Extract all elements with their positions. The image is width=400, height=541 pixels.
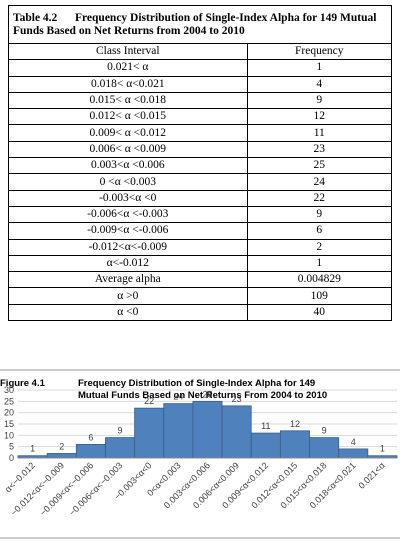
bar — [221, 405, 252, 459]
data-label: 12 — [290, 419, 300, 429]
table-cell: 6 — [246, 222, 393, 240]
table-cell: 2 — [246, 238, 393, 256]
table-row: 0.012< α <0.015 12 — [8, 108, 393, 126]
table-cell: 0.004829 — [246, 271, 393, 289]
bar — [75, 444, 106, 459]
table-cell: 0.012< α <0.015 — [8, 108, 248, 126]
bar — [163, 403, 194, 459]
table-cell: 0.006< α <0.009 — [8, 140, 248, 159]
table-row: 0.006< α <0.009 23 — [8, 140, 393, 159]
data-label: 6 — [88, 432, 93, 442]
table-cell: α <0 — [8, 303, 248, 322]
x-tick-label: −0.009<α<−0.006 — [38, 460, 95, 517]
bar — [134, 407, 165, 459]
y-tick-label: 5 — [9, 442, 14, 452]
data-label: 11 — [261, 421, 270, 431]
bar — [192, 400, 223, 459]
x-tick-label: −0.006<α<−0.003 — [67, 460, 124, 517]
table-cell: 12 — [246, 108, 393, 126]
data-label: 23 — [232, 394, 242, 404]
data-label: 25 — [202, 389, 212, 399]
y-tick-label: 10 — [4, 430, 14, 440]
y-tick-label: 0 — [9, 453, 14, 463]
table-cell: 9 — [246, 91, 393, 110]
table-cell: 0.015< α <0.018 — [8, 91, 248, 110]
data-label: 24 — [173, 392, 183, 402]
x-tick-label: 0.021<α — [356, 460, 386, 490]
table-row: 0.015< α <0.018 9 — [8, 91, 393, 110]
data-label: 1 — [30, 444, 35, 454]
table-cell: 23 — [246, 140, 393, 159]
table-cell: 1 — [246, 59, 393, 77]
bar — [309, 437, 340, 459]
bar — [46, 453, 77, 459]
table-row: 0.018< α<0.021 4 — [8, 75, 393, 93]
table-cell: -0.006<α <-0.003 — [8, 205, 248, 224]
x-tick-label: −0.012<α<−0.009 — [9, 460, 66, 517]
table-cell: -0.003<α <0 — [8, 189, 248, 207]
data-label: 1 — [380, 444, 385, 454]
table-cell: 40 — [246, 303, 393, 322]
bar — [279, 430, 310, 459]
table-cell: 0.009< α <0.012 — [8, 124, 248, 142]
table-cell: 24 — [246, 173, 393, 191]
data-label: 9 — [118, 426, 123, 436]
y-tick-label: 20 — [4, 408, 14, 418]
table-cell: 0 <α <0.003 — [8, 173, 248, 191]
table-row: -0.012<α<-0.009 2 — [8, 238, 393, 256]
table-row: α >0 109 — [8, 287, 393, 305]
table-cell: 22 — [246, 189, 393, 207]
table-cell: 109 — [246, 287, 393, 305]
table-title: Frequency Distribution of Single-Index A… — [13, 11, 377, 37]
data-label: 4 — [351, 437, 356, 447]
y-tick-label: 25 — [4, 396, 14, 406]
header-cell: Class Interval — [8, 42, 248, 61]
table-cell: Average alpha — [8, 271, 248, 289]
table: Table 4.2 Frequency Distribution of Singl… — [8, 5, 393, 322]
table-title-cell: Table 4.2 Frequency Distribution of Singl… — [8, 5, 392, 44]
data-label: 9 — [322, 426, 327, 436]
y-tick-label: 15 — [4, 419, 14, 429]
table-cell: 0.018< α<0.021 — [8, 75, 248, 93]
bar — [250, 432, 281, 459]
table-row: -0.009<α <-0.006 6 — [8, 222, 393, 240]
figure-title: Frequency Distribution of Single-Index A… — [78, 378, 328, 401]
table-cell: -0.012<α<-0.009 — [8, 238, 248, 256]
table-cell: 11 — [246, 124, 393, 142]
data-label: 22 — [144, 396, 154, 406]
table-cell: 25 — [246, 157, 393, 175]
table-cell: 4 — [246, 75, 393, 93]
figure-label: Figure 4.1 — [0, 378, 45, 389]
table-label: Table 4.2 — [13, 11, 58, 24]
chart: 0510152025301α<−0.0122−0.012<α<−0.0096−0… — [0, 369, 400, 539]
table-row: 0 <α <0.003 24 — [8, 173, 393, 191]
bar — [338, 448, 369, 459]
table-cell: 0.021< α — [8, 59, 248, 77]
table-row: α <0 40 — [8, 303, 393, 322]
table-row: α<-0.012 1 — [8, 254, 393, 273]
table-row: Average alpha 0.004829 — [8, 271, 393, 289]
table-cell: α<-0.012 — [8, 254, 248, 273]
table-cell: α >0 — [8, 287, 248, 305]
table-row: -0.006<α <-0.003 9 — [8, 205, 393, 224]
table-cell: 0.003<α <0.006 — [8, 157, 248, 175]
data-label: 2 — [59, 441, 64, 451]
table-cell: 9 — [246, 205, 393, 224]
table-row: 0.009< α <0.012 11 — [8, 124, 393, 142]
table-cell: -0.009<α <-0.006 — [8, 222, 248, 240]
header-cell: Frequency — [246, 42, 393, 61]
table-row: 0.003<α <0.006 25 — [8, 157, 393, 175]
y-tick-label: 30 — [4, 385, 14, 395]
table-cell: 1 — [246, 254, 393, 273]
table-row: -0.003<α <0 22 — [8, 189, 393, 207]
bar — [105, 437, 136, 459]
